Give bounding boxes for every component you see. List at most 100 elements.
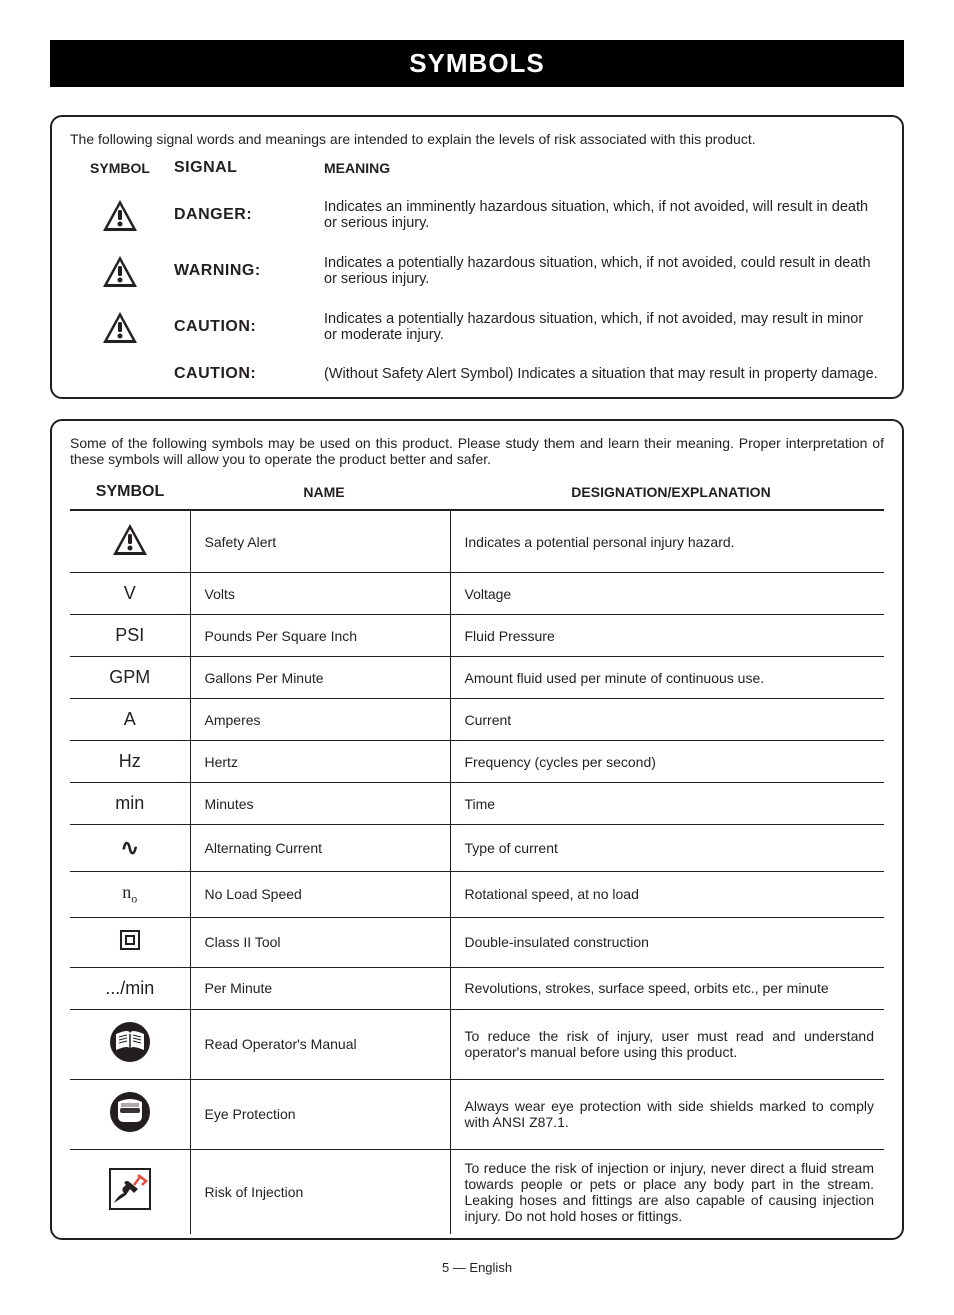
eye-protection-icon (108, 1090, 152, 1134)
symbol-name: Per Minute (190, 967, 450, 1009)
symbol-description: Voltage (450, 573, 884, 615)
header-name: NAME (190, 475, 450, 510)
signal-meaning: Indicates a potentially hazardous situat… (320, 299, 884, 355)
symbol-text: min (115, 793, 144, 813)
symbol-name: Gallons Per Minute (190, 657, 450, 699)
symbol-description: To reduce the risk of injection or injur… (450, 1149, 884, 1234)
symbol-description: Current (450, 699, 884, 741)
no-load-symbol: no (122, 882, 137, 902)
symbol-cell (70, 917, 190, 967)
symbol-name: Safety Alert (190, 510, 450, 573)
safety-alert-icon (100, 309, 140, 345)
symbol-cell (70, 510, 190, 573)
symbol-text: PSI (115, 625, 144, 645)
symbol-text: GPM (109, 667, 150, 687)
symbol-row: Safety AlertIndicates a potential person… (70, 510, 884, 573)
symbol-name: Class II Tool (190, 917, 450, 967)
symbol-cell: V (70, 573, 190, 615)
signal-table: SYMBOL SIGNAL MEANING DANGER:Indicates a… (70, 153, 884, 393)
symbol-intro: Some of the following symbols may be use… (70, 435, 884, 467)
signal-label: CAUTION: (170, 299, 320, 355)
header-meaning: MEANING (320, 153, 884, 187)
symbol-row: Hz HertzFrequency (cycles per second) (70, 741, 884, 783)
symbol-name: No Load Speed (190, 872, 450, 918)
signal-row: CAUTION:Indicates a potentially hazardou… (70, 299, 884, 355)
symbol-text: Hz (119, 751, 141, 771)
symbol-reference-box: Some of the following symbols may be use… (50, 419, 904, 1240)
safety-alert-icon (100, 197, 140, 233)
symbol-row: Class II ToolDouble-insulated constructi… (70, 917, 884, 967)
header-designation: DESIGNATION/EXPLANATION (450, 475, 884, 510)
symbol-cell: ∿ (70, 825, 190, 872)
symbol-name: Alternating Current (190, 825, 450, 872)
symbol-description: Time (450, 783, 884, 825)
symbol-row: .../min Per MinuteRevolutions, strokes, s… (70, 967, 884, 1009)
symbol-description: Amount fluid used per minute of continuo… (450, 657, 884, 699)
symbol-row: min MinutesTime (70, 783, 884, 825)
symbol-cell: min (70, 783, 190, 825)
signal-symbol-cell (70, 355, 170, 393)
signal-meaning: (Without Safety Alert Symbol) Indicates … (320, 355, 884, 393)
symbol-row: PSI Pounds Per Square InchFluid Pressure (70, 615, 884, 657)
symbol-row: GPM Gallons Per MinuteAmount fluid used p… (70, 657, 884, 699)
header-symbol-2: SYMBOL (70, 475, 190, 510)
symbol-name: Pounds Per Square Inch (190, 615, 450, 657)
symbol-text: V (124, 583, 136, 603)
read-manual-icon (108, 1020, 152, 1064)
symbol-description: Frequency (cycles per second) (450, 741, 884, 783)
class-2-icon (118, 928, 142, 952)
symbol-table: SYMBOL NAME DESIGNATION/EXPLANATION Safe… (70, 475, 884, 1234)
symbol-row: ∿ Alternating CurrentType of current (70, 825, 884, 872)
symbol-cell: PSI (70, 615, 190, 657)
safety-alert-icon (110, 521, 150, 557)
risk-of-injection-icon (108, 1167, 152, 1211)
symbol-row: V VoltsVoltage (70, 573, 884, 615)
symbol-cell (70, 1009, 190, 1079)
symbol-description: Type of current (450, 825, 884, 872)
symbol-row: Read Operator's ManualTo reduce the risk… (70, 1009, 884, 1079)
symbol-name: Amperes (190, 699, 450, 741)
symbol-cell: Hz (70, 741, 190, 783)
signal-symbol-cell (70, 299, 170, 355)
symbol-cell (70, 1079, 190, 1149)
header-symbol: SYMBOL (70, 153, 170, 187)
symbol-name: Risk of Injection (190, 1149, 450, 1234)
symbol-description: Double-insulated construction (450, 917, 884, 967)
signal-meaning: Indicates a potentially hazardous situat… (320, 243, 884, 299)
signal-intro: The following signal words and meanings … (70, 131, 884, 147)
symbol-text: .../min (105, 978, 154, 998)
symbol-name: Read Operator's Manual (190, 1009, 450, 1079)
symbol-description: Rotational speed, at no load (450, 872, 884, 918)
symbol-description: To reduce the risk of injury, user must … (450, 1009, 884, 1079)
page-footer: 5 — English (50, 1260, 904, 1275)
symbol-name: Volts (190, 573, 450, 615)
signal-meaning: Indicates an imminently hazardous situat… (320, 187, 884, 243)
safety-alert-icon (100, 253, 140, 289)
symbol-description: Revolutions, strokes, surface speed, orb… (450, 967, 884, 1009)
symbol-name: Hertz (190, 741, 450, 783)
symbol-name: Minutes (190, 783, 450, 825)
symbol-row: A AmperesCurrent (70, 699, 884, 741)
page-title: SYMBOLS (50, 40, 904, 87)
ac-symbol: ∿ (121, 835, 139, 860)
symbol-row: Risk of InjectionTo reduce the risk of i… (70, 1149, 884, 1234)
symbol-cell (70, 1149, 190, 1234)
symbol-cell: GPM (70, 657, 190, 699)
signal-words-box: The following signal words and meanings … (50, 115, 904, 399)
symbol-description: Indicates a potential personal injury ha… (450, 510, 884, 573)
signal-label: CAUTION: (170, 355, 320, 393)
signal-row: WARNING:Indicates a potentially hazardou… (70, 243, 884, 299)
symbol-cell: no (70, 872, 190, 918)
symbol-name: Eye Protection (190, 1079, 450, 1149)
header-signal: SIGNAL (170, 153, 320, 187)
signal-row: CAUTION:(Without Safety Alert Symbol) In… (70, 355, 884, 393)
symbol-cell: .../min (70, 967, 190, 1009)
symbol-description: Always wear eye protection with side shi… (450, 1079, 884, 1149)
signal-label: DANGER: (170, 187, 320, 243)
symbol-row: no No Load SpeedRotational speed, at no l… (70, 872, 884, 918)
signal-symbol-cell (70, 187, 170, 243)
symbol-text: A (124, 709, 136, 729)
symbol-row: Eye ProtectionAlways wear eye protection… (70, 1079, 884, 1149)
signal-symbol-cell (70, 243, 170, 299)
symbol-description: Fluid Pressure (450, 615, 884, 657)
